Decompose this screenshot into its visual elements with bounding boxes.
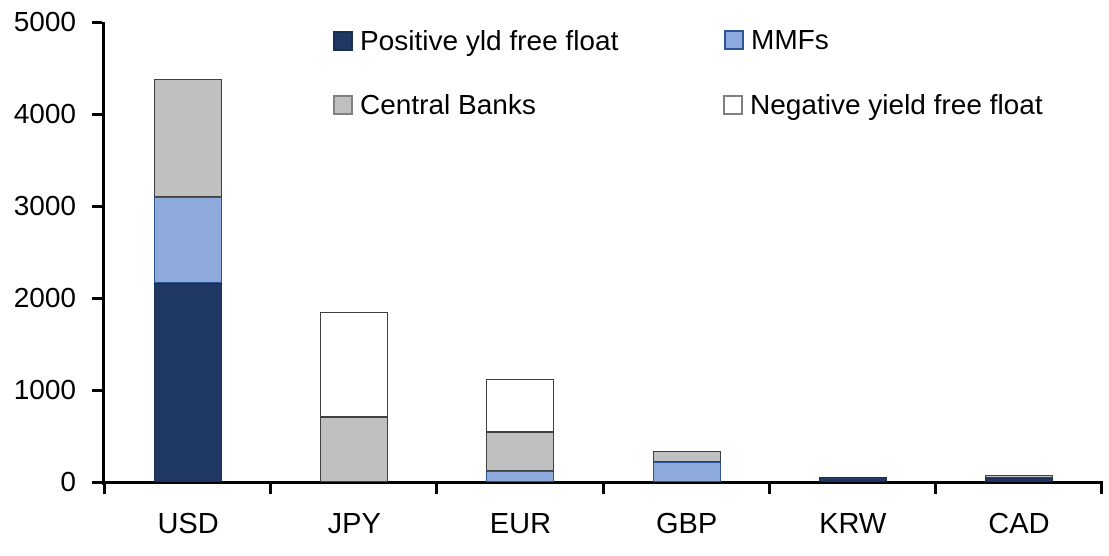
bar-cad-central-banks xyxy=(984,475,1053,479)
y-axis-tick-label: 5000 xyxy=(13,6,76,37)
y-axis-tick xyxy=(92,21,102,24)
x-axis-category-label-eur: EUR xyxy=(489,508,552,540)
y-axis-tick-label: 1000 xyxy=(13,374,76,405)
y-axis-tick-label: 2000 xyxy=(13,282,76,313)
legend-label: MMFs xyxy=(751,24,829,55)
y-axis-tick-label: 3000 xyxy=(13,190,76,221)
y-axis-line xyxy=(102,22,105,485)
bar-usd-central-banks xyxy=(154,79,223,197)
x-axis-category-label-krw: KRW xyxy=(819,508,887,540)
bar-eur-central-banks xyxy=(486,431,555,472)
x-axis-tick xyxy=(933,481,937,494)
bar-jpy-central-banks xyxy=(320,417,389,482)
x-axis-category-label-gbp: GBP xyxy=(655,508,718,540)
x-axis-category-label-usd: USD xyxy=(157,508,219,540)
legend-label: Positive yld free float xyxy=(360,25,619,56)
x-axis-category-label-jpy: JPY xyxy=(327,508,381,540)
legend-item-central-banks: Central Banks xyxy=(333,91,536,119)
x-axis-tick xyxy=(103,481,106,494)
y-axis-tick-label: 4000 xyxy=(13,98,76,129)
bar-cad-positive-yld-free-float xyxy=(984,478,1053,482)
legend-swatch-icon xyxy=(333,31,353,51)
y-axis-tick xyxy=(92,389,102,392)
legend-item-mmfs: MMFs xyxy=(724,26,829,54)
bar-jpy-negative-yield-free-float xyxy=(320,311,389,418)
y-axis-tick xyxy=(92,113,102,116)
x-axis-tick xyxy=(269,481,273,494)
y-axis-tick xyxy=(92,205,102,208)
x-axis-tick xyxy=(767,481,771,494)
y-axis-tick-label: 0 xyxy=(60,466,76,497)
legend-item-negative-yield-free-float: Negative yield free float xyxy=(723,91,1043,119)
y-axis-tick xyxy=(92,297,102,300)
legend-swatch-icon xyxy=(724,30,744,50)
legend-swatch-icon xyxy=(723,95,743,115)
x-axis-tick xyxy=(601,481,605,494)
legend-item-positive-yld-free-float: Positive yld free float xyxy=(333,27,618,55)
bar-gbp-mmfs xyxy=(652,461,721,482)
x-axis-tick xyxy=(1100,481,1103,494)
bar-eur-mmfs xyxy=(486,471,555,482)
bar-usd-mmfs xyxy=(154,196,223,283)
bar-usd-positive-yld-free-float xyxy=(154,282,223,482)
bar-krw-positive-yld-free-float xyxy=(818,476,887,482)
y-axis-tick xyxy=(92,481,102,484)
x-axis-tick xyxy=(435,481,439,494)
bar-gbp-central-banks xyxy=(652,450,721,462)
legend-label: Negative yield free float xyxy=(750,89,1043,120)
legend-label: Central Banks xyxy=(360,89,536,120)
legend-swatch-icon xyxy=(333,95,353,115)
x-axis-category-label-cad: CAD xyxy=(988,508,1050,540)
bar-eur-negative-yield-free-float xyxy=(486,379,555,432)
